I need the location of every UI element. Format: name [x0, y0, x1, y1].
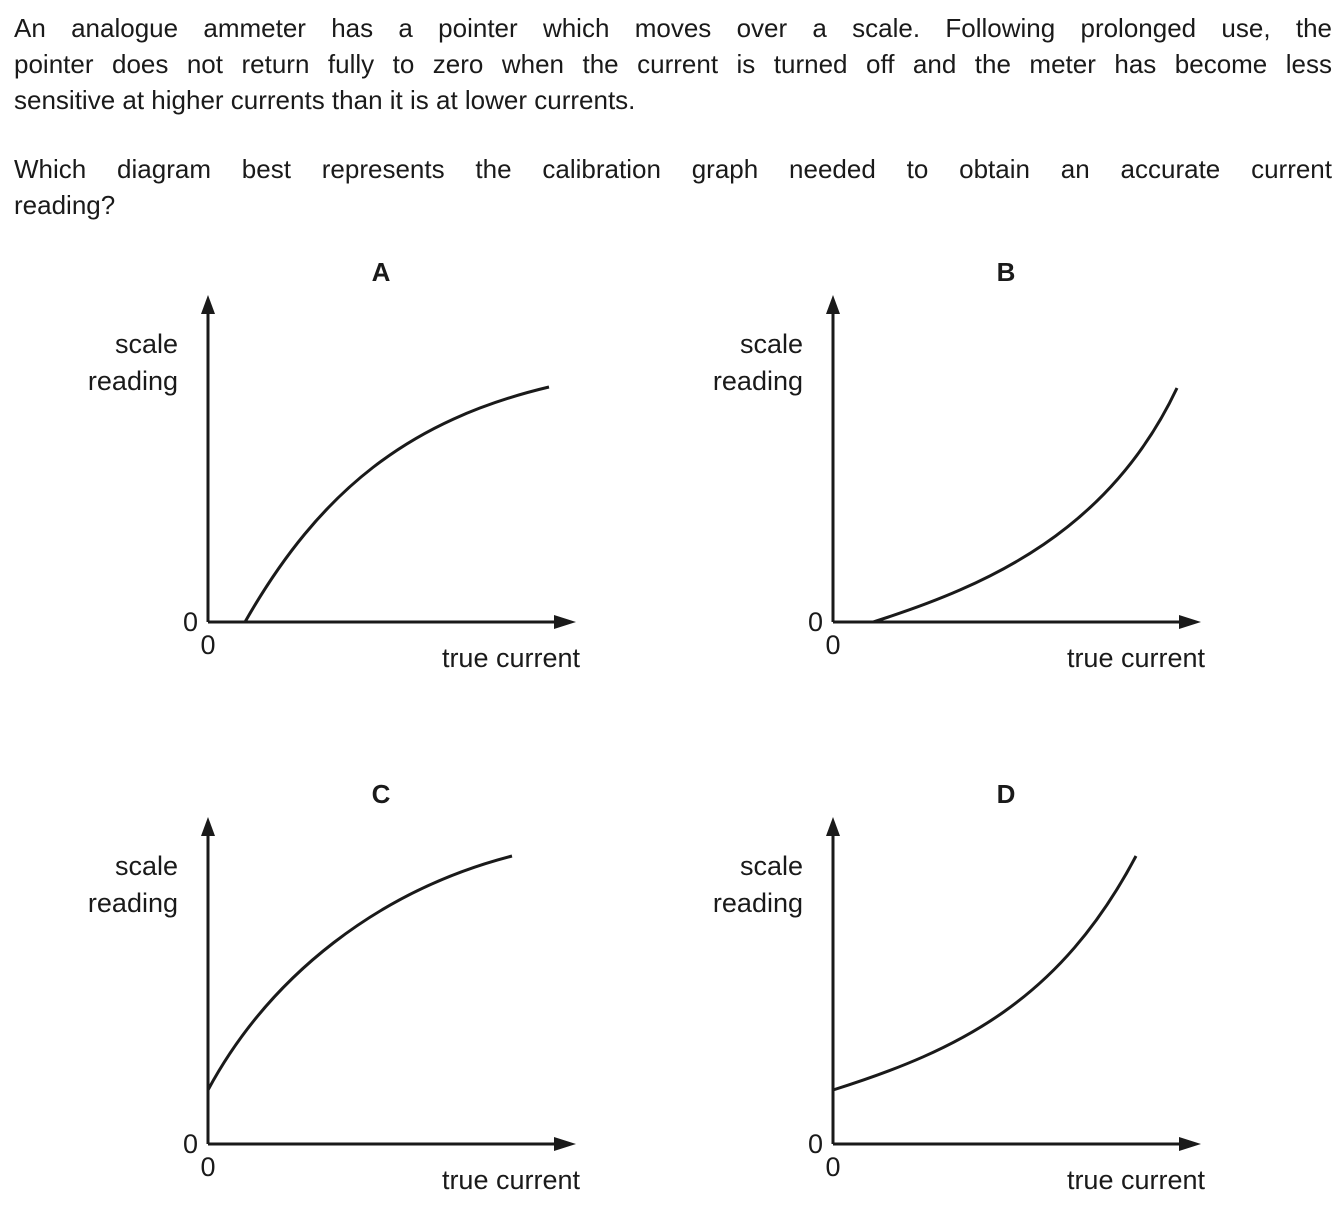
option-c-label: C: [372, 779, 391, 809]
y-axis-label-line1: scale: [740, 851, 803, 881]
x-origin-zero: 0: [825, 630, 840, 660]
y-origin-zero: 0: [183, 607, 198, 637]
y-axis-label-line1: scale: [115, 851, 178, 881]
option-d-curve: [832, 855, 1138, 1092]
option-b-graph[interactable]: B scale reading 0 0 true current: [713, 257, 1206, 673]
x-origin-zero: 0: [825, 1152, 840, 1182]
option-b-curve: [872, 387, 1179, 624]
y-origin-zero: 0: [808, 1129, 823, 1159]
x-axis-arrowhead: [554, 1137, 576, 1151]
x-axis-label: true current: [442, 643, 581, 673]
x-axis-label: true current: [1067, 1165, 1206, 1195]
option-b-label: B: [997, 257, 1016, 287]
question-prompt: Which diagram best represents the calibr…: [14, 151, 1332, 223]
x-axis-arrowhead: [554, 615, 576, 629]
x-axis-label: true current: [1067, 643, 1206, 673]
stem-line-2: pointer does not return fully to zero wh…: [14, 49, 1332, 79]
y-origin-zero: 0: [183, 1129, 198, 1159]
x-origin-zero: 0: [200, 1152, 215, 1182]
y-axis-label-line2: reading: [713, 366, 803, 396]
x-axis-arrowhead: [1179, 615, 1201, 629]
option-d-graph[interactable]: D scale reading 0 0 true current: [713, 779, 1206, 1195]
x-origin-zero: 0: [200, 630, 215, 660]
prompt-line-1: Which diagram best represents the calibr…: [14, 154, 1332, 184]
option-c-curve: [206, 854, 513, 1091]
y-axis-arrowhead: [826, 295, 840, 314]
y-axis-arrowhead: [201, 295, 215, 314]
y-axis-arrowhead: [826, 817, 840, 836]
stem-line-1: An analogue ammeter has a pointer which …: [14, 13, 1332, 43]
option-a-graph[interactable]: A scale reading 0 0 true current: [88, 257, 581, 673]
y-axis-label-line2: reading: [713, 888, 803, 918]
y-origin-zero: 0: [808, 607, 823, 637]
option-a-curve: [243, 385, 550, 623]
x-axis-label: true current: [442, 1165, 581, 1195]
y-axis-label-line2: reading: [88, 888, 178, 918]
option-c-graph[interactable]: C scale reading 0 0 true current: [88, 779, 581, 1195]
option-d-label: D: [997, 779, 1016, 809]
question-stem: An analogue ammeter has a pointer which …: [14, 10, 1332, 118]
x-axis-arrowhead: [1179, 1137, 1201, 1151]
y-axis-label-line1: scale: [740, 329, 803, 359]
prompt-line-2: reading?: [14, 190, 116, 220]
stem-line-3: sensitive at higher currents than it is …: [14, 85, 636, 115]
y-axis-label-line1: scale: [115, 329, 178, 359]
option-a-label: A: [372, 257, 391, 287]
y-axis-arrowhead: [201, 817, 215, 836]
y-axis-label-line2: reading: [88, 366, 178, 396]
